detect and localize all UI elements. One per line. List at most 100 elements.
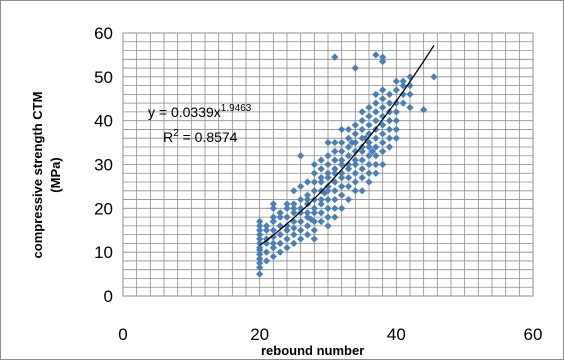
data-point xyxy=(290,239,298,247)
x-axis-title: rebound number xyxy=(261,343,364,358)
data-point xyxy=(283,204,291,212)
data-point xyxy=(317,209,325,217)
data-point xyxy=(331,204,339,212)
data-point xyxy=(379,130,387,138)
data-point xyxy=(385,143,394,151)
data-point xyxy=(310,204,318,212)
data-point xyxy=(290,209,298,217)
data-point xyxy=(276,239,284,247)
data-point xyxy=(324,152,332,160)
data-point xyxy=(276,248,284,256)
data-point xyxy=(348,138,356,147)
data-point xyxy=(290,200,298,208)
data-point xyxy=(297,226,305,234)
data-point xyxy=(338,125,346,134)
data-point xyxy=(310,209,318,217)
data-point xyxy=(283,213,291,221)
data-point xyxy=(331,53,339,61)
data-point xyxy=(372,143,380,151)
data-point xyxy=(379,138,387,147)
data-point xyxy=(358,108,366,116)
data-point xyxy=(256,263,264,272)
data-point xyxy=(372,134,380,142)
data-point xyxy=(368,147,377,155)
data-point xyxy=(399,90,407,98)
data-point xyxy=(262,226,271,234)
data-point xyxy=(331,156,339,164)
data-point xyxy=(324,174,332,182)
data-point xyxy=(310,187,318,195)
data-point xyxy=(283,222,291,230)
data-point xyxy=(399,77,407,85)
y-tick-label: 50 xyxy=(94,68,113,87)
data-point xyxy=(297,204,305,212)
y-tick-label: 40 xyxy=(94,112,113,131)
data-point xyxy=(331,213,339,221)
data-point xyxy=(365,143,373,151)
data-point xyxy=(317,195,325,204)
data-point xyxy=(276,213,284,221)
data-point xyxy=(317,200,325,208)
data-point xyxy=(365,138,373,147)
data-point xyxy=(351,64,359,72)
data-point xyxy=(399,99,407,107)
data-point xyxy=(338,138,346,147)
r-squared-label: R2 = 0.8574 xyxy=(163,128,238,145)
data-point xyxy=(317,174,325,182)
data-point xyxy=(365,160,373,169)
data-point xyxy=(344,195,353,204)
data-point xyxy=(351,160,359,169)
data-point xyxy=(256,231,264,239)
data-point xyxy=(392,117,400,125)
data-point xyxy=(331,187,339,195)
data-point xyxy=(310,178,318,186)
y-axis-tick-labels: 0 10 20 30 40 50 60 xyxy=(94,24,113,306)
data-point xyxy=(324,204,332,212)
data-point xyxy=(269,204,277,212)
data-point xyxy=(385,90,394,98)
data-point xyxy=(256,239,264,247)
data-point xyxy=(269,239,277,247)
data-point xyxy=(256,259,264,267)
data-point xyxy=(297,152,305,160)
x-tick-label: 40 xyxy=(387,325,406,344)
data-point xyxy=(303,231,312,239)
data-point xyxy=(344,174,353,182)
trendline xyxy=(259,45,435,246)
data-point xyxy=(365,169,373,177)
data-point xyxy=(344,165,353,173)
data-point xyxy=(269,217,277,226)
data-point xyxy=(365,152,373,160)
data-point xyxy=(399,82,407,90)
data-point xyxy=(344,134,353,142)
data-point xyxy=(365,103,373,112)
data-point xyxy=(420,106,428,114)
data-point xyxy=(320,189,329,197)
x-tick-label: 20 xyxy=(250,325,269,344)
data-point xyxy=(372,160,380,169)
trendline-equation: y = 0.0339x1.9463 xyxy=(148,103,252,120)
data-point xyxy=(324,195,332,204)
data-point xyxy=(392,99,400,107)
data-point xyxy=(351,130,359,138)
data-point xyxy=(358,147,366,155)
data-point xyxy=(324,169,332,177)
data-point xyxy=(385,125,394,134)
data-point xyxy=(262,257,271,265)
y-axis-title-line2: (MPa) xyxy=(48,157,63,192)
data-point xyxy=(256,250,264,258)
data-point xyxy=(269,226,277,234)
data-point xyxy=(290,231,298,239)
data-point xyxy=(297,217,305,226)
data-point xyxy=(344,152,353,160)
data-point xyxy=(256,217,264,226)
data-point xyxy=(372,108,380,116)
data-point xyxy=(379,147,387,155)
data-point xyxy=(338,160,346,169)
data-point xyxy=(344,125,353,134)
data-point xyxy=(310,235,318,243)
data-point xyxy=(379,95,387,103)
data-point xyxy=(310,226,318,234)
